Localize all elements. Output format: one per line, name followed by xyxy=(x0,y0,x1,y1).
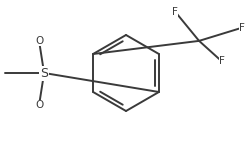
Text: F: F xyxy=(172,7,178,17)
Text: O: O xyxy=(35,100,43,110)
Text: F: F xyxy=(239,23,245,33)
Text: S: S xyxy=(40,66,48,80)
Text: F: F xyxy=(219,56,225,66)
Text: O: O xyxy=(35,36,43,46)
